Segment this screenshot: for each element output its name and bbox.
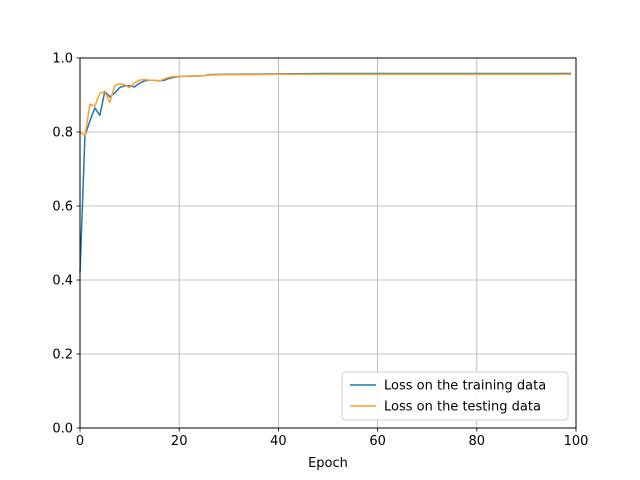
y-tick-label: 0.6 [52,200,73,215]
legend-box [341,371,569,421]
grid-lines [79,57,577,429]
legend-label-1: Loss on the training data [384,379,546,394]
y-tick-label: 0.8 [52,126,73,141]
x-tick-label: 0 [76,434,84,449]
y-tick-label: 0.0 [52,422,73,437]
x-tick-label: 80 [469,434,486,449]
x-axis-label: Epoch [308,456,348,471]
x-tick-label: 60 [369,434,386,449]
y-tick-label: 0.4 [52,274,73,289]
x-tick-label: 100 [564,434,589,449]
x-tick-label: 20 [171,434,188,449]
series-line-2 [79,73,572,137]
y-tick-label: 1.0 [52,52,73,67]
legend-label-2: Loss on the testing data [384,400,541,415]
plot-series [79,72,572,273]
legend: Loss on the training data Loss on the tes… [341,371,569,421]
x-tick-label: 40 [270,434,287,449]
plot-frame [79,57,577,429]
y-tick-label: 0.2 [52,348,73,363]
axis-ticks: 0 20 40 60 80 100 0.0 0.2 0.4 0.6 0.8 1.0 [52,52,588,450]
